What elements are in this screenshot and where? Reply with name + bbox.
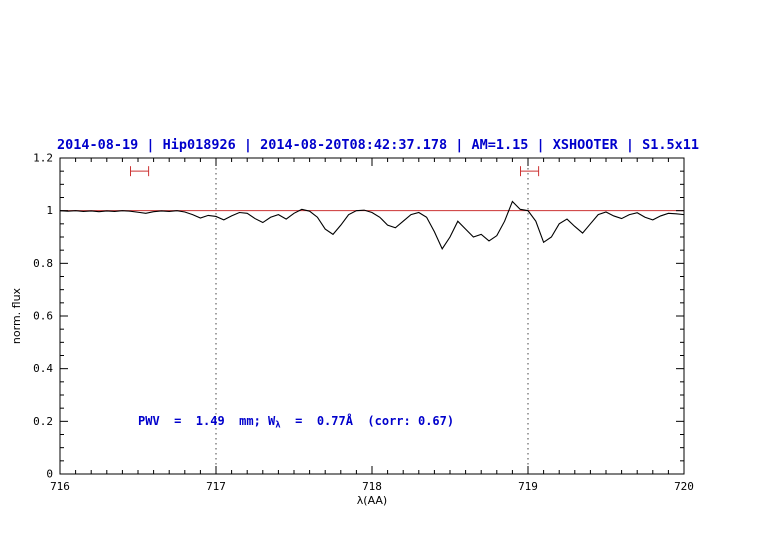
x-tick-label: 718 bbox=[362, 480, 382, 493]
y-tick-label: 0.8 bbox=[33, 257, 53, 270]
pwv-annotation-part3: = 0.77Å (corr: 0.67) bbox=[281, 413, 454, 428]
y-tick-label: 0 bbox=[46, 468, 53, 481]
pwv-annotation-part1: PWV = 1.49 mm; W bbox=[138, 414, 276, 428]
y-axis-label: norm. flux bbox=[10, 287, 23, 344]
pwv-annotation-subscript: λ bbox=[275, 421, 281, 431]
x-tick-label: 720 bbox=[674, 480, 694, 493]
plot-title: 2014-08-19 | Hip018926 | 2014-08-20T08:4… bbox=[57, 137, 699, 153]
y-tick-label: 1.2 bbox=[33, 152, 53, 165]
x-tick-label: 717 bbox=[206, 480, 226, 493]
y-tick-label: 0.4 bbox=[33, 362, 53, 375]
y-tick-label: 1 bbox=[46, 204, 53, 217]
pwv-annotation: PWV = 1.49 mm; Wλ = 0.77Å (corr: 0.67) bbox=[138, 413, 454, 431]
spectrum-line bbox=[59, 200, 685, 250]
plot-area: 716 717 718 719 720 0 0.2 0.4 0.6 0.8 1 1.2 bbox=[33, 152, 694, 494]
x-tick-label: 719 bbox=[518, 480, 538, 493]
y-tick-label: 0.2 bbox=[33, 415, 53, 428]
y-tick-label: 0.6 bbox=[33, 310, 53, 323]
x-axis-label: λ(AA) bbox=[357, 494, 387, 507]
x-tick-label: 716 bbox=[50, 480, 70, 493]
